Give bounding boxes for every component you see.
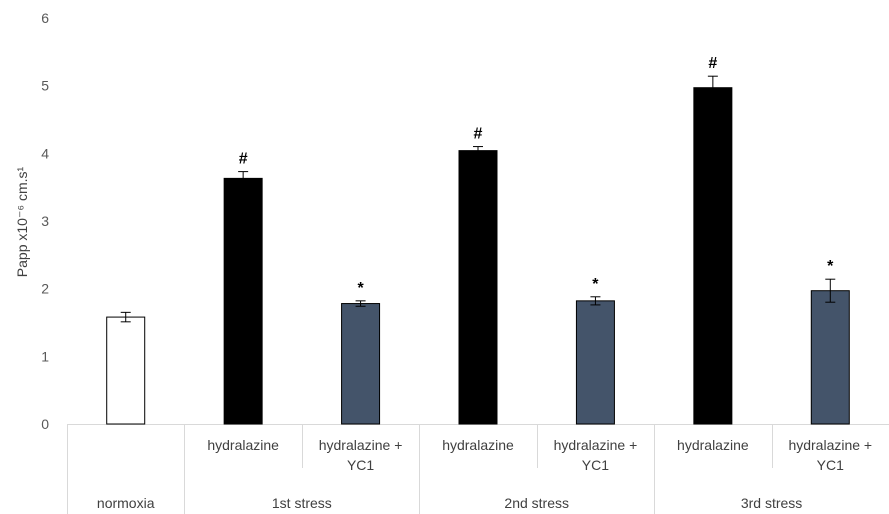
bar (341, 303, 381, 425)
category-label: hydralazine + (788, 437, 872, 453)
bar (810, 290, 850, 425)
y-tick-label: 2 (41, 281, 49, 297)
x-axis-frame (67, 424, 889, 514)
category-label: hydralazine (207, 437, 279, 453)
significance-marker: # (239, 151, 248, 168)
category-label: YC1 (347, 457, 374, 473)
y-tick-label: 0 (41, 416, 49, 432)
y-tick-label: 6 (41, 10, 49, 26)
category-label: hydralazine + (554, 437, 638, 453)
y-tick-label: 1 (41, 348, 49, 364)
group-label: 2nd stress (504, 495, 569, 511)
y-tick-label: 3 (41, 213, 49, 229)
significance-marker: # (474, 126, 483, 143)
y-axis-label: Papp x10⁻⁶ cm.s¹ (14, 166, 30, 277)
bar (106, 316, 146, 425)
significance-marker: * (592, 276, 599, 293)
group-label: 3rd stress (741, 495, 802, 511)
category-label: hydralazine + (319, 437, 403, 453)
bar (458, 150, 498, 425)
significance-marker: * (357, 280, 364, 297)
group-label: normoxia (97, 495, 155, 511)
category-label: YC1 (817, 457, 844, 473)
group-label: 1st stress (272, 495, 332, 511)
category-label: YC1 (582, 457, 609, 473)
y-axis-label-group: Papp x10⁻⁶ cm.s¹ (14, 166, 30, 277)
bar (693, 87, 733, 425)
bar (575, 300, 615, 425)
significance-marker: * (827, 258, 834, 275)
category-label: hydralazine (677, 437, 749, 453)
category-label: hydralazine (442, 437, 514, 453)
y-axis-ticks: 0 1 2 3 4 5 6 (41, 10, 49, 432)
group-labels: normoxia 1st stress 2nd stress 3rd stress (97, 495, 802, 511)
y-tick-label: 5 (41, 78, 49, 94)
significance-marker: # (708, 55, 717, 72)
category-labels: hydralazine hydralazine + YC1 hydralazine hy… (207, 437, 872, 473)
bar (223, 177, 263, 425)
y-tick-label: 4 (41, 145, 49, 161)
bars: # * # * # * (106, 55, 850, 425)
